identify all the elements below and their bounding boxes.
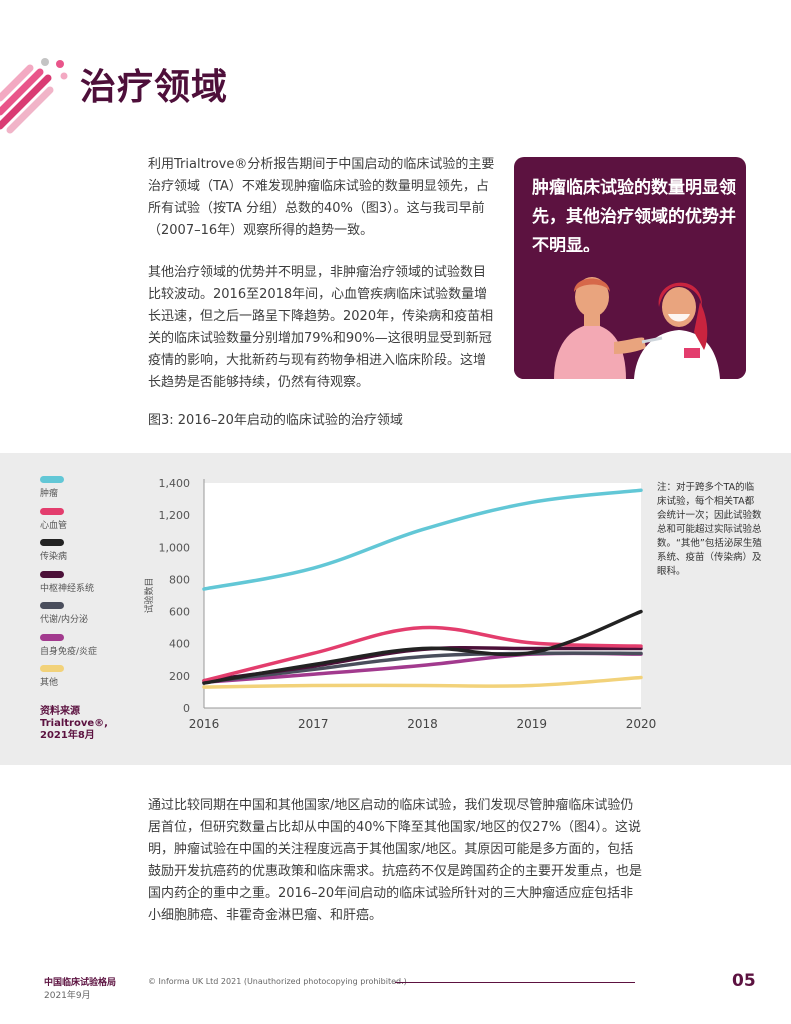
chart-source: 资料来源 Trialtrove®, 2021年8月 [40, 706, 135, 742]
decorative-stripes [0, 58, 68, 134]
page-title: 治疗领域 [80, 67, 229, 108]
body-paragraph: 通过比较同期在中国和其他国家/地区启动的临床试验，我们发现尽管肿瘤临床试验仍居首… [148, 798, 643, 923]
y-axis-label: 试验数目 [143, 577, 155, 613]
legend-label: 心血管 [40, 520, 68, 531]
source-line-2: Trialtrove®, [40, 718, 108, 729]
footer-report-title: 中国临床试验格局 [44, 978, 117, 988]
legend-swatch [40, 476, 64, 483]
callout-box: 肿瘤临床试验的数量明显领先，其他治疗领域的优势并不明显。 [514, 157, 746, 379]
intro-paragraph-1: 利用Trialtrove®分析报告期间于中国启动的临床试验的主要治疗领域（TA）… [148, 157, 495, 238]
y-tick-label: 1,000 [159, 541, 191, 554]
chart-note: 注：对于跨多个TA的临床试验，每个相关TA都会统计一次；因此试验数总和可能超过实… [657, 482, 762, 577]
legend-label: 传染病 [40, 552, 68, 562]
y-tick-label: 600 [169, 606, 190, 619]
legend-item: 肿瘤 [40, 476, 150, 508]
legend-swatch [40, 633, 64, 641]
legend-label: 代谢/内分泌 [40, 615, 89, 625]
legend-item: 其他 [40, 665, 150, 697]
y-tick-label: 1,400 [159, 477, 191, 490]
x-tick-label: 2018 [407, 717, 438, 731]
series-line [202, 488, 643, 591]
legend-item: 中枢神经系统 [40, 570, 150, 603]
footer-divider [395, 982, 635, 983]
series-line [202, 625, 643, 683]
legend-label: 其他 [40, 678, 59, 688]
intro-paragraph-2: 其他治疗领域的优势并不明显，非肿瘤治疗领域的试验数目比较波动。2016至2018… [148, 265, 494, 390]
x-tick-label: 2019 [516, 717, 547, 731]
legend-swatch [40, 507, 64, 515]
y-tick-label: 400 [169, 638, 190, 651]
legend-swatch [40, 570, 64, 578]
page-number: 05 [732, 971, 756, 991]
callout-text: 肿瘤临床试验的数量明显领先，其他治疗领域的优势并不明显。 [532, 178, 736, 256]
intro-text: 利用Trialtrove®分析报告期间于中国启动的临床试验的主要治疗领域（TA）… [148, 154, 496, 414]
y-tick-label: 0 [183, 702, 190, 715]
legend-swatch [40, 539, 64, 546]
source-line-1: 资料来源 [40, 706, 80, 717]
legend-label: 中枢神经系统 [40, 583, 95, 594]
source-line-3: 2021年8月 [40, 730, 95, 741]
y-tick-label: 200 [169, 670, 190, 683]
legend-swatch [40, 602, 64, 609]
footer-copyright: © Informa UK Ltd 2021 (Unauthorized phot… [148, 977, 407, 986]
series-line [202, 609, 643, 685]
footer-report-date: 2021年9月 [44, 991, 91, 1001]
legend-swatch [40, 665, 64, 672]
legend-item: 传染病 [40, 539, 150, 571]
footer-report-info: 中国临床试验格局 2021年9月 [44, 977, 116, 1003]
series-line [202, 651, 643, 685]
legend-item: 代谢/内分泌 [40, 602, 150, 634]
legend-item: 心血管 [40, 507, 150, 540]
y-tick-label: 1,200 [159, 509, 191, 522]
legend-item: 自身免疫/炎症 [40, 633, 150, 666]
vaccination-illustration [514, 252, 746, 379]
figure-caption: 图3: 2016–20年启动的临床试验的治疗领域 [148, 413, 403, 428]
series-line [202, 675, 643, 689]
line-chart: 0 200 400 600 800 1,000 1,200 1,400 2016 2017 2018… [143, 477, 657, 731]
chart-legend: 肿瘤 心血管 传染病 中枢神经系统 代谢/内分泌 自身免疫/炎症 其他 [40, 476, 150, 697]
legend-label: 自身免疫/炎症 [40, 646, 98, 657]
x-tick-label: 2016 [189, 717, 220, 731]
x-tick-label: 2020 [626, 717, 657, 731]
y-tick-label: 800 [169, 573, 190, 586]
x-tick-label: 2017 [298, 717, 329, 731]
legend-label: 肿瘤 [40, 489, 59, 499]
